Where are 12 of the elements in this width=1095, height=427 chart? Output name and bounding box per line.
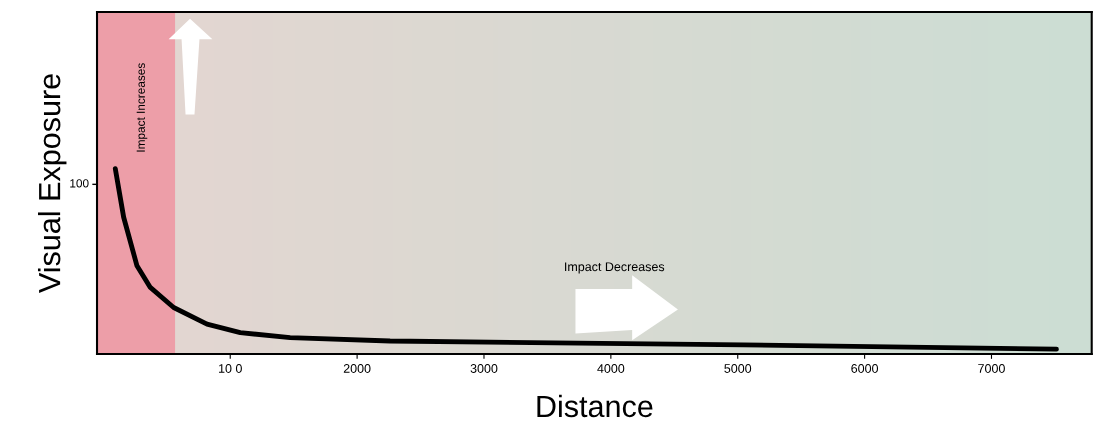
x-tick-label: 10 0 — [219, 364, 242, 373]
y-axis-title: Visual Exposure — [37, 74, 67, 293]
x-tick-label: 2000 — [343, 364, 371, 373]
x-axis-title: Distance — [537, 394, 653, 418]
x-tick-label: 7000 — [978, 364, 1005, 373]
x-tick-label: 5000 — [724, 364, 752, 373]
text: Impact Increases — [136, 63, 148, 152]
x-tick-label: 6000 — [851, 364, 879, 373]
x-tick-label: 3000 — [470, 364, 498, 373]
text: 100 — [70, 179, 89, 188]
annotation: Impact Decreases — [565, 262, 665, 274]
x-tick-label: 4000 — [597, 364, 625, 373]
